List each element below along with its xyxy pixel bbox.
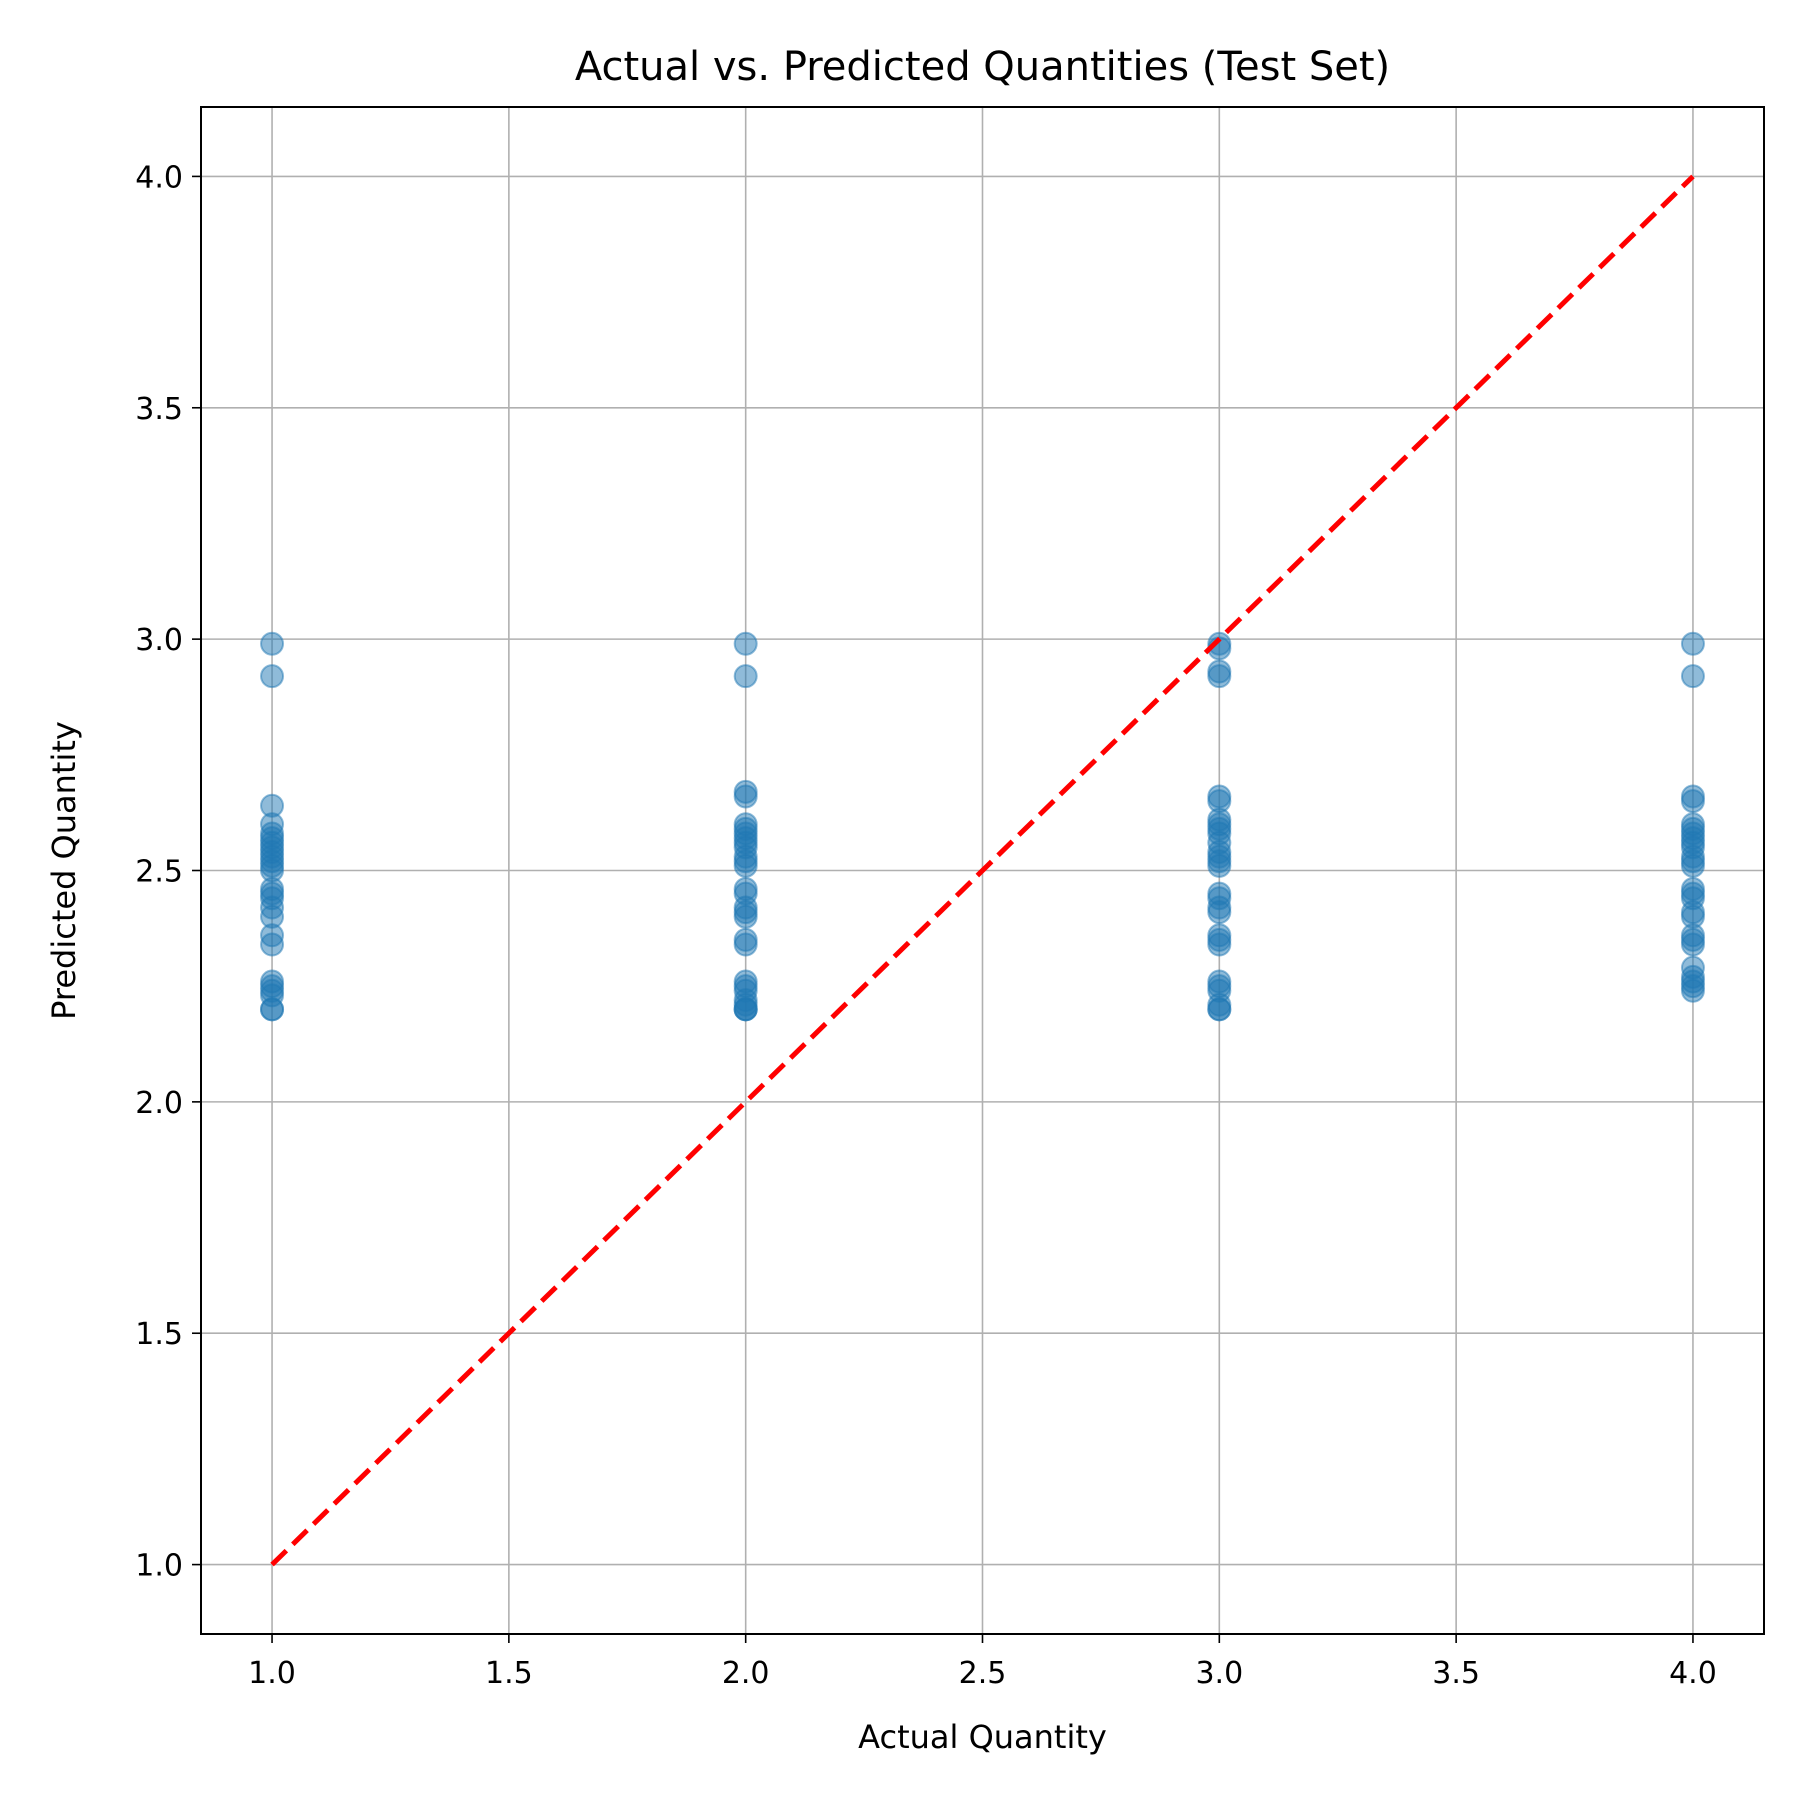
x-axis-ticks: 1.0 1.5 2.0 2.5 3.0 3.5 4.0 bbox=[248, 1634, 1717, 1691]
y-axis-ticks: 1.0 1.5 2.0 2.5 3.0 3.5 4.0 bbox=[135, 160, 201, 1584]
y-tick-label: 2.5 bbox=[135, 855, 183, 890]
data-point bbox=[260, 932, 285, 957]
reference-line-group bbox=[270, 174, 1695, 1567]
x-tick-label: 2.0 bbox=[722, 1656, 770, 1691]
x-tick-label: 3.0 bbox=[1195, 1656, 1243, 1691]
y-tick-label: 3.5 bbox=[135, 392, 183, 427]
x-tick-label: 1.0 bbox=[248, 1656, 296, 1691]
y-tick-label: 2.0 bbox=[135, 1086, 183, 1121]
data-points bbox=[260, 631, 1705, 1022]
data-point bbox=[1680, 932, 1705, 957]
data-point bbox=[1680, 978, 1705, 1003]
data-point bbox=[733, 932, 758, 957]
data-point bbox=[733, 784, 758, 809]
data-point bbox=[1680, 789, 1705, 814]
data-point bbox=[260, 631, 285, 656]
data-point bbox=[1680, 631, 1705, 656]
x-tick-label: 3.5 bbox=[1432, 1656, 1480, 1691]
data-point bbox=[733, 997, 758, 1022]
data-point bbox=[1680, 664, 1705, 689]
data-point bbox=[260, 664, 285, 689]
y-tick-label: 4.0 bbox=[135, 160, 183, 195]
x-axis-label: Actual Quantity bbox=[858, 1718, 1107, 1756]
data-point bbox=[1207, 997, 1232, 1022]
data-point bbox=[1207, 853, 1232, 878]
reference-line bbox=[270, 174, 1695, 1567]
data-point bbox=[1207, 664, 1232, 689]
y-tick-label: 1.5 bbox=[135, 1317, 183, 1352]
data-point bbox=[733, 631, 758, 656]
data-point bbox=[1207, 932, 1232, 957]
x-tick-label: 2.5 bbox=[959, 1656, 1007, 1691]
data-point bbox=[733, 664, 758, 689]
y-axis-label: Predicted Quantity bbox=[45, 721, 83, 1020]
data-point bbox=[733, 853, 758, 878]
x-tick-label: 4.0 bbox=[1669, 1656, 1717, 1691]
data-point bbox=[260, 997, 285, 1022]
data-point bbox=[733, 904, 758, 929]
chart-title: Actual vs. Predicted Quantities (Test Se… bbox=[575, 44, 1390, 90]
data-point bbox=[1680, 853, 1705, 878]
x-tick-label: 1.5 bbox=[485, 1656, 533, 1691]
y-tick-label: 1.0 bbox=[135, 1549, 183, 1584]
y-tick-label: 3.0 bbox=[135, 623, 183, 658]
data-point bbox=[1207, 900, 1232, 925]
